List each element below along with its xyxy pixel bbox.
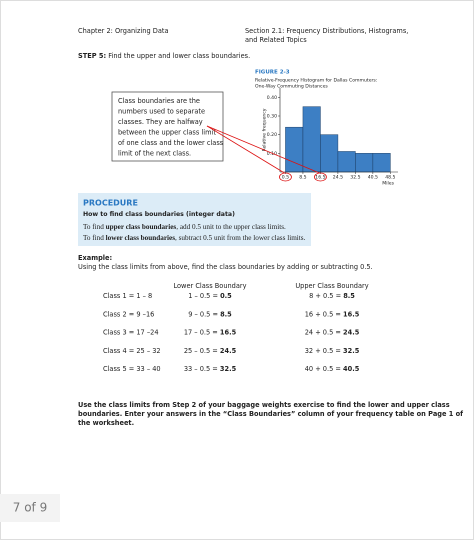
class-name: Class 5 = 33 – 40 <box>103 365 161 373</box>
callout-line: classes. They are halfway <box>118 118 203 126</box>
upper-boundary: 8 + 0.5 = 8.5 <box>309 292 355 300</box>
highlight-circle <box>279 172 292 182</box>
highlight-circle <box>314 172 327 182</box>
callout-line: limit of the next class. <box>118 150 191 158</box>
procedure-text: , subtract 0.5 unit from the lower class… <box>175 234 306 242</box>
upper-boundary: 32 + 0.5 = 32.5 <box>305 347 360 355</box>
upper-calc: 24 + 0.5 = <box>305 329 343 337</box>
procedure-text: upper class boundaries <box>106 223 177 231</box>
class-name: Class 2 = 9 –16 <box>103 310 154 318</box>
class-name: Class 4 = 25 – 32 <box>103 347 161 355</box>
step: STEP 5: Find the upper and lower class b… <box>78 52 250 60</box>
histogram-bar <box>337 151 356 173</box>
y-axis-label: Relative frequency <box>262 108 268 151</box>
instruction-line: Use the class limits from Step 2 of your… <box>78 401 450 409</box>
instruction-line: the worksheet. <box>78 419 134 427</box>
table-header: Lower Class Boundary <box>173 282 246 290</box>
upper-result: 40.5 <box>343 365 360 373</box>
table-header: Upper Class Boundary <box>295 282 368 290</box>
upper-boundary: 40 + 0.5 = 40.5 <box>305 365 360 373</box>
procedure-text: To find <box>83 234 106 242</box>
lower-calc: 9 – 0.5 = <box>188 310 220 318</box>
y-tick-label: 0.20 <box>267 132 277 138</box>
histogram-bar <box>355 153 374 173</box>
class-name: Class 3 = 17 –24 <box>103 329 159 337</box>
page-indicator: 7 of 9 <box>13 501 47 515</box>
callout-line: between the upper class limit <box>118 129 216 137</box>
callout-line: numbers used to separate <box>118 108 205 116</box>
lower-result: 16.5 <box>220 329 237 337</box>
callout-line: Class boundaries are the <box>118 97 200 105</box>
y-tick-label: 0.10 <box>267 151 277 157</box>
x-axis-label: Miles <box>382 181 394 187</box>
x-tick-label: 24.5 <box>333 175 343 181</box>
lower-result: 24.5 <box>220 347 237 355</box>
section: and Related Topics <box>245 36 307 44</box>
upper-calc: 40 + 0.5 = <box>305 365 343 373</box>
lower-calc: 17 – 0.5 = <box>184 329 220 337</box>
example-label: Example: <box>78 254 112 262</box>
x-tick-label: 32.5 <box>350 175 360 181</box>
figure-caption: One-Way Commuting Distances <box>255 84 328 90</box>
procedure-text: To find <box>83 223 106 231</box>
upper-result: 8.5 <box>343 292 355 300</box>
lower-boundary: 33 – 0.5 = 32.5 <box>184 365 237 373</box>
upper-calc: 8 + 0.5 = <box>309 292 343 300</box>
highlight-arrow <box>206 125 285 174</box>
class-name: Class 1 = 1 – 8 <box>103 292 152 300</box>
page-indicator-box <box>0 494 60 522</box>
lower-calc: 33 – 0.5 = <box>184 365 220 373</box>
lower-boundary: 17 – 0.5 = 16.5 <box>184 329 237 337</box>
step-label: STEP 5: <box>78 52 106 60</box>
histogram-bar <box>372 153 391 173</box>
upper-calc: 16 + 0.5 = <box>305 310 343 318</box>
instruction-line: boundaries. Enter your answers in the “C… <box>78 410 463 418</box>
x-tick-label: 40.5 <box>368 175 378 181</box>
section: Section 2.1: Frequency Distributions, Hi… <box>245 27 408 35</box>
upper-result: 16.5 <box>343 310 360 318</box>
lower-calc: 25 – 0.5 = <box>184 347 220 355</box>
upper-result: 32.5 <box>343 347 360 355</box>
y-tick-label: 0.30 <box>267 114 277 120</box>
step-text: Find the upper and lower class boundarie… <box>108 52 250 60</box>
callout-line: of one class and the lower class <box>118 139 224 147</box>
histogram-bar <box>320 134 339 173</box>
x-tick-label: 16.5 <box>315 175 325 181</box>
x-tick-label: 48.5 <box>385 175 395 181</box>
lower-boundary: 25 – 0.5 = 24.5 <box>184 347 237 355</box>
lower-result: 0.5 <box>220 292 232 300</box>
upper-result: 24.5 <box>343 329 360 337</box>
upper-boundary: 24 + 0.5 = 24.5 <box>305 329 360 337</box>
upper-boundary: 16 + 0.5 = 16.5 <box>305 310 360 318</box>
histogram-bar <box>302 106 321 173</box>
procedure-text: , add 0.5 unit to the upper class limits… <box>176 223 286 231</box>
upper-calc: 32 + 0.5 = <box>305 347 343 355</box>
x-tick-label: 0.5 <box>282 175 289 181</box>
procedure-title: PROCEDURE <box>83 199 138 208</box>
highlight-arrow <box>206 125 320 174</box>
procedure-subtitle: How to find class boundaries (integer da… <box>83 211 235 218</box>
callout-box <box>111 91 224 162</box>
procedure-box <box>78 193 311 246</box>
x-tick-label: 8.5 <box>299 175 306 181</box>
lower-result: 32.5 <box>220 365 237 373</box>
procedure-line: To find upper class boundaries, add 0.5 … <box>83 223 286 231</box>
example-text: Using the class limits from above, find … <box>78 263 373 271</box>
procedure-line: To find lower class boundaries, subtract… <box>83 234 306 242</box>
procedure-text: lower class boundaries <box>106 234 176 242</box>
figure-label: FIGURE 2-3 <box>255 70 290 76</box>
figure-caption: Relative-Frequency Histogram for Dallas … <box>255 78 378 84</box>
lower-result: 8.5 <box>220 310 232 318</box>
lower-boundary: 9 – 0.5 = 8.5 <box>188 310 232 318</box>
y-tick-label: 0.40 <box>267 95 277 101</box>
lower-calc: 1 – 0.5 = <box>188 292 220 300</box>
lower-boundary: 1 – 0.5 = 0.5 <box>188 292 232 300</box>
chapter: Chapter 2: Organizing Data <box>78 27 169 35</box>
